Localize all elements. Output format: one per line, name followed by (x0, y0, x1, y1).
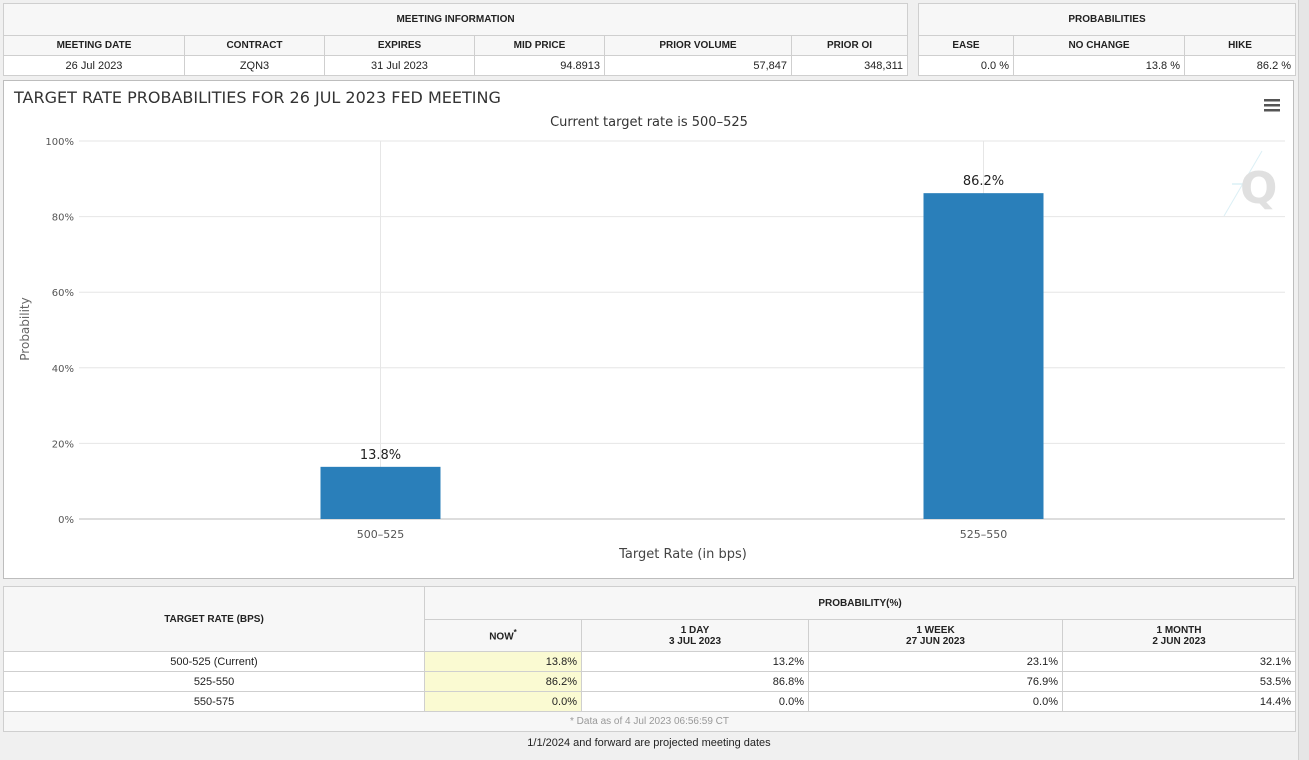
meeting-information-table: MEETING INFORMATION MEETING DATE CONTRAC… (2, 3, 909, 76)
now-header: NOW* (424, 619, 582, 652)
probability-history-table: TARGET RATE (BPS) PROBABILITY(%) NOW* 1 … (2, 586, 1297, 732)
projected-dates-note: 1/1/2024 and forward are projected meeti… (527, 737, 771, 749)
chart-panel: TARGET RATE PROBABILITIES FOR 26 JUL 202… (3, 80, 1294, 579)
one-day-header: 1 DAY 3 JUL 2023 (581, 619, 809, 652)
x-tick-label: 500–525 (357, 528, 405, 541)
chart-title: TARGET RATE PROBABILITIES FOR 26 JUL 202… (13, 88, 501, 107)
prob-now: 86.2% (424, 671, 582, 692)
y-tick-label: 20% (52, 439, 74, 450)
prob-1-day: 0.0% (581, 691, 809, 712)
y-axis-label: Probability (18, 297, 32, 360)
y-tick-labels: 0% 20% 40% 60% 80% 100% (45, 137, 74, 526)
data-label: 86.2% (963, 174, 1004, 189)
grid-lines (79, 140, 1285, 520)
table-row: 550-575 0.0% 0.0% 0.0% 14.4% (3, 691, 1297, 712)
mid-price-value: 94.8913 (474, 55, 605, 76)
y-tick-label: 40% (52, 364, 74, 375)
svg-text:Q: Q (1240, 163, 1277, 214)
table-row: 525-550 86.2% 86.8% 76.9% 53.5% (3, 671, 1297, 692)
one-month-header: 1 MONTH 2 JUN 2023 (1061, 619, 1297, 652)
expires-value: 31 Jul 2023 (324, 55, 475, 76)
x-axis-label: Target Rate (in bps) (618, 547, 747, 562)
contract-header: CONTRACT (184, 35, 325, 56)
prob-1-month: 53.5% (1061, 671, 1297, 692)
hike-header: HIKE (1183, 35, 1297, 56)
rate-label: 500-525 (Current) (3, 651, 425, 672)
ease-header: EASE (918, 35, 1014, 56)
y-tick-label: 80% (52, 213, 74, 224)
vertical-scrollbar[interactable] (1298, 0, 1309, 760)
ease-value: 0.0 % (918, 55, 1014, 76)
mid-price-header: MID PRICE (474, 35, 605, 56)
prob-1-day: 13.2% (581, 651, 809, 672)
x-tick-labels: 500–525 525–550 (357, 528, 1008, 541)
prob-1-month: 14.4% (1061, 691, 1297, 712)
target-rate-chart: TARGET RATE PROBABILITIES FOR 26 JUL 202… (13, 88, 1285, 562)
hike-value: 86.2 % (1183, 55, 1297, 76)
meeting-date-header: MEETING DATE (3, 35, 185, 56)
prior-volume-value: 57,847 (604, 55, 792, 76)
probability-header: PROBABILITY(%) (423, 586, 1297, 620)
bar (320, 466, 441, 519)
data-label: 13.8% (360, 448, 401, 463)
rate-label: 525-550 (3, 671, 425, 692)
one-week-header: 1 WEEK 27 JUN 2023 (808, 619, 1063, 652)
prob-now: 0.0% (424, 691, 582, 712)
contract-value: ZQN3 (184, 55, 325, 76)
prob-1-day: 86.8% (581, 671, 809, 692)
expires-header: EXPIRES (324, 35, 475, 56)
prob-1-week: 23.1% (808, 651, 1063, 672)
probabilities-table: PROBABILITIES EASE NO CHANGE HIKE 0.0 % … (917, 3, 1297, 76)
watermark-logo-icon: Q (1223, 150, 1277, 217)
prior-volume-header: PRIOR VOLUME (604, 35, 792, 56)
y-tick-label: 60% (52, 288, 74, 299)
prob-1-week: 0.0% (808, 691, 1063, 712)
prior-oi-header: PRIOR OI (790, 35, 909, 56)
prob-1-month: 32.1% (1061, 651, 1297, 672)
prob-1-week: 76.9% (808, 671, 1063, 692)
prob-now: 13.8% (424, 651, 582, 672)
no-change-value: 13.8 % (1013, 55, 1185, 76)
data-as-of-note: * Data as of 4 Jul 2023 06:56:59 CT (2, 711, 1297, 732)
x-tick-label: 525–550 (960, 528, 1008, 541)
meeting-date-value: 26 Jul 2023 (3, 55, 185, 76)
table-row: 500-525 (Current) 13.8% 13.2% 23.1% 32.1… (3, 651, 1297, 672)
no-change-header: NO CHANGE (1013, 35, 1185, 56)
bar (923, 193, 1044, 519)
menu-icon[interactable] (1264, 99, 1280, 112)
prior-oi-value: 348,311 (790, 55, 909, 76)
meeting-information-title: MEETING INFORMATION (2, 3, 909, 36)
rate-label: 550-575 (3, 691, 425, 712)
chart-subtitle: Current target rate is 500–525 (550, 115, 748, 130)
bars: 13.8% 86.2% (320, 174, 1044, 519)
y-tick-label: 0% (58, 515, 74, 526)
y-tick-label: 100% (45, 137, 74, 148)
target-rate-header: TARGET RATE (BPS) (3, 586, 425, 652)
probabilities-title: PROBABILITIES (917, 3, 1297, 36)
